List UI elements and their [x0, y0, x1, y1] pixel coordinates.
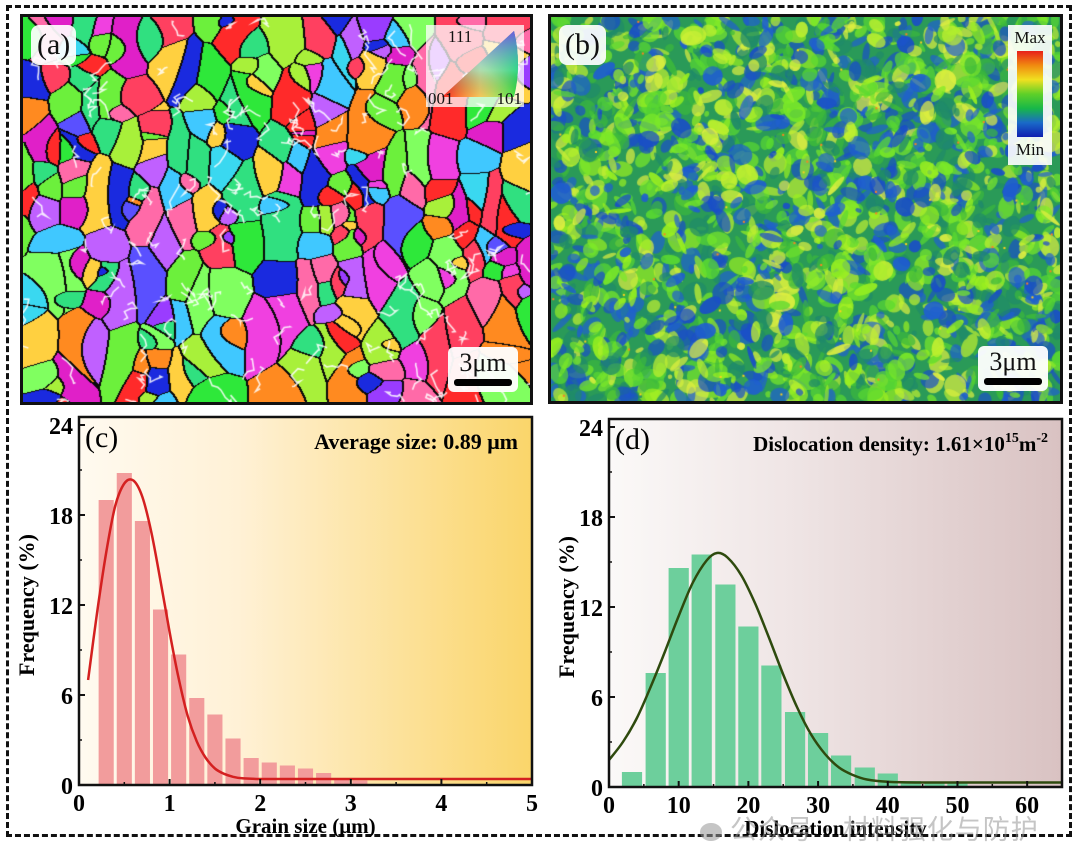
- scale-bar-label-b: 3μm: [989, 347, 1037, 376]
- histogram-bar: [924, 782, 945, 787]
- scale-bar-a: 3μm: [448, 347, 518, 392]
- histogram-bar: [761, 665, 782, 787]
- x-tick-label: 3: [345, 791, 357, 817]
- annotation-unit-exponent: -2: [1036, 431, 1048, 446]
- y-tick-label: 6: [591, 686, 603, 712]
- y-tick-label: 0: [61, 774, 73, 800]
- x-tick-label: 20: [736, 793, 760, 819]
- ipf-label-001: 001: [428, 89, 454, 108]
- x-tick-label: 2: [254, 791, 266, 817]
- x-tick-label: 5: [526, 791, 538, 817]
- histogram-bar: [854, 767, 875, 787]
- histogram-bar: [830, 755, 852, 787]
- x-tick-label: 60: [1015, 793, 1039, 819]
- ipf-label-101: 101: [496, 89, 523, 108]
- histogram-bar: [645, 673, 666, 787]
- annotation-unit: m: [1019, 432, 1037, 456]
- histogram-bar: [621, 772, 643, 787]
- histogram-bar: [877, 773, 898, 787]
- histogram-bar: [334, 779, 350, 785]
- y-tick-label: 18: [49, 504, 73, 530]
- y-tick-label: 18: [579, 506, 603, 532]
- histogram-bar: [352, 780, 368, 785]
- colorbar-gradient: [1017, 51, 1043, 137]
- y-tick-label: 24: [579, 416, 603, 442]
- kam-map-image: [551, 17, 1060, 401]
- dislocation-density-annotation: Dislocation density: 1.61×1015m-2: [753, 431, 1048, 456]
- scale-bar-line-a: [454, 379, 512, 386]
- panel-label-a: (a): [31, 25, 77, 65]
- histogram-bar: [715, 584, 736, 787]
- dislocation-intensity-histogram: 0 10 20 30 40 50 60 0 6 12 18 24 (d) Dislocation d…: [554, 416, 1064, 837]
- y-tick-label: 0: [591, 776, 603, 802]
- histogram-bar: [784, 712, 806, 787]
- x-tick-label: 40: [876, 793, 900, 819]
- histogram-bar: [171, 654, 187, 785]
- x-axis-label-c: Grain size (μm): [235, 814, 375, 837]
- scale-bar-label-a: 3μm: [459, 348, 507, 377]
- ipf-triangle-icon: [442, 31, 518, 97]
- annotation-exponent: 15: [1005, 431, 1019, 446]
- colorbar-legend: Max Min: [1008, 25, 1052, 165]
- fit-curve-c: [86, 478, 532, 781]
- histogram-bar: [225, 738, 241, 785]
- ipf-color-key: 111 001 101: [426, 25, 524, 108]
- scale-bar-b: 3μm: [978, 346, 1048, 391]
- colorbar-max-label: Max: [1014, 28, 1046, 47]
- figure-dashed-border: [6, 5, 1072, 837]
- histogram-bar: [134, 521, 150, 785]
- annotation-text: Dislocation density: 1.61×10: [753, 432, 1005, 456]
- wechat-icon: [700, 822, 722, 841]
- ipf-label-111: 111: [448, 27, 473, 46]
- ebsd-ipf-map-panel: (a): [20, 14, 533, 405]
- panel-label-d: (d): [615, 423, 650, 456]
- histogram-bar: [116, 473, 132, 785]
- histogram-bar: [243, 758, 259, 785]
- x-tick-label: 10: [667, 793, 691, 819]
- x-axis-label-d: Dislocation intensity: [744, 816, 927, 837]
- histogram-bar: [207, 714, 223, 785]
- panel-label-c: (c): [85, 421, 118, 454]
- x-tick-label: 50: [945, 793, 969, 819]
- y-axis-label-c: Frequency (%): [14, 534, 39, 676]
- y-tick-label: 12: [49, 594, 73, 620]
- x-tick-label: 0: [73, 791, 85, 817]
- x-tick-label: 1: [164, 791, 176, 817]
- plot-frame-d: [607, 417, 1064, 789]
- scale-bar-line-b: [984, 378, 1042, 385]
- y-tick-label: 6: [61, 684, 73, 710]
- histogram-bar: [279, 765, 295, 785]
- kam-map-panel: (b) Max Min 3μm: [548, 14, 1063, 404]
- histogram-bar: [98, 500, 114, 785]
- histogram-bar: [297, 768, 314, 785]
- colorbar-min-label: Min: [1015, 140, 1045, 159]
- histogram-bar: [261, 762, 277, 785]
- histogram-bar: [807, 733, 829, 787]
- average-size-annotation: Average size: 0.89 μm: [314, 429, 518, 454]
- x-tick-label: 4: [435, 791, 447, 817]
- x-tick-label: 0: [603, 793, 615, 819]
- histogram-bar: [738, 626, 759, 787]
- panel-label-b: (b): [559, 25, 606, 65]
- histogram-bar: [691, 554, 712, 787]
- x-tick-label: 30: [806, 793, 830, 819]
- watermark-text: 公众号 · 材料强化与防护: [730, 815, 1039, 846]
- y-tick-label: 24: [49, 414, 73, 440]
- watermark: 公众号 · 材料强化与防护: [700, 808, 1039, 847]
- histogram-bar: [668, 568, 689, 787]
- y-tick-label: 12: [579, 596, 603, 622]
- histogram-bar: [900, 781, 921, 787]
- fit-curve-d: [608, 551, 1062, 784]
- y-axis-label-d: Frequency (%): [554, 536, 579, 678]
- histogram-bar: [152, 609, 169, 785]
